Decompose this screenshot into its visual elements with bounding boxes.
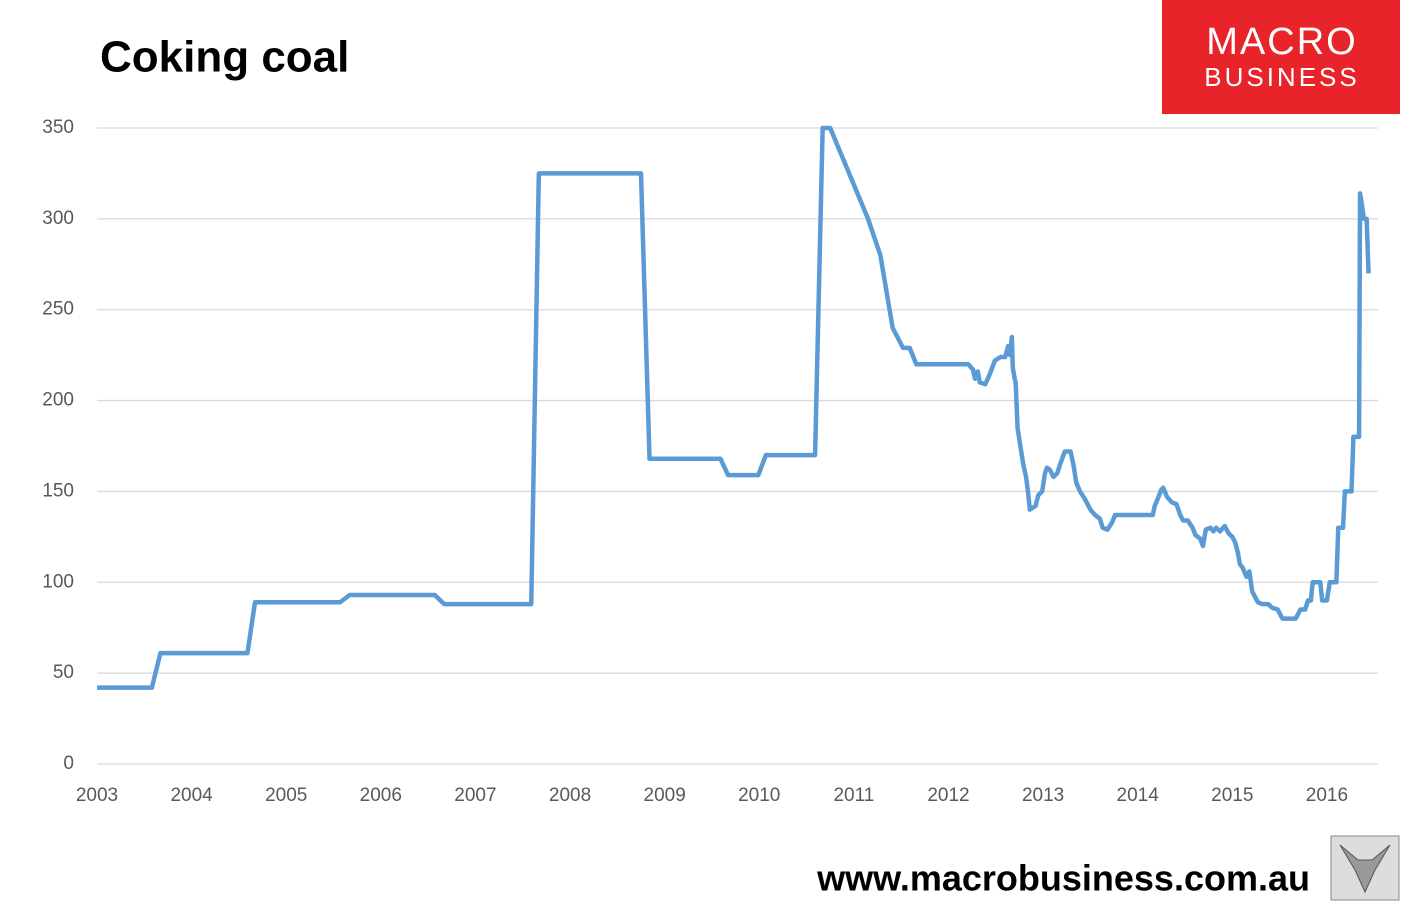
y-tick-label: 300 [42,208,74,229]
logo-box [1162,0,1400,114]
logo-line1: MACRO [1206,21,1357,63]
y-tick-label: 200 [42,390,74,411]
logo-line2: BUSINESS [1204,62,1360,92]
y-tick-label: 350 [42,117,74,138]
x-tick-label: 2003 [76,785,118,806]
x-tick-label: 2013 [1022,785,1064,806]
x-tick-label: 2015 [1211,785,1253,806]
footer-url: www.macrobusiness.com.au [816,858,1310,899]
x-tick-label: 2004 [170,785,213,806]
x-tick-label: 2011 [833,785,874,806]
x-tick-label: 2014 [1117,785,1160,806]
y-tick-label: 0 [63,753,74,774]
y-tick-label: 100 [42,571,74,592]
fox-face [1339,844,1391,894]
x-tick-label: 2005 [265,785,307,806]
y-tick-label: 250 [42,299,74,320]
x-tick-label: 2010 [738,785,780,806]
x-tick-label: 2012 [927,785,969,806]
chart-title: Coking coal [100,33,349,82]
x-tick-label: 2016 [1306,785,1348,806]
x-tick-label: 2008 [549,785,591,806]
x-tick-label: 2009 [644,785,686,806]
x-tick-label: 2006 [360,785,402,806]
data-line [97,125,1371,690]
x-tick-label: 2007 [454,785,496,806]
y-tick-label: 50 [53,662,74,683]
y-tick-label: 150 [42,480,74,501]
